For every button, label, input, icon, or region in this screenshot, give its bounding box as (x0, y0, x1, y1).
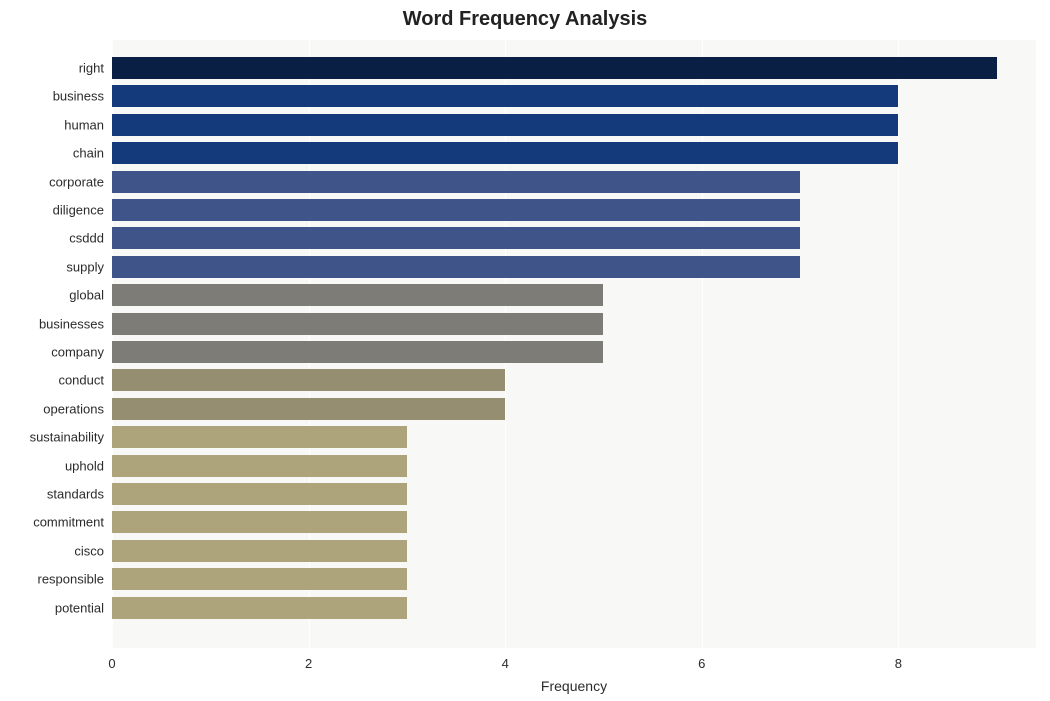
y-tick-label: responsible (38, 572, 105, 587)
y-tick-label: operations (43, 401, 104, 416)
y-tick-label: business (53, 89, 104, 104)
bar (112, 398, 505, 420)
bar (112, 341, 603, 363)
y-tick-label: human (64, 117, 104, 132)
bar-row (112, 568, 1036, 590)
y-tick-label: diligence (53, 203, 104, 218)
y-tick-label: cisco (74, 543, 104, 558)
bar (112, 114, 898, 136)
bar-row (112, 284, 1036, 306)
bar-row (112, 426, 1036, 448)
bar-row (112, 199, 1036, 221)
bars-layer (112, 40, 1036, 648)
x-tick-label: 2 (305, 656, 312, 671)
y-tick-label: corporate (49, 174, 104, 189)
chart-title: Word Frequency Analysis (0, 8, 1050, 31)
bar-row (112, 398, 1036, 420)
bar-row (112, 313, 1036, 335)
bar (112, 369, 505, 391)
bar-row (112, 85, 1036, 107)
x-tick-label: 0 (108, 656, 115, 671)
bar-row (112, 455, 1036, 477)
bar (112, 199, 800, 221)
x-tick-label: 8 (895, 656, 902, 671)
y-tick-label: csddd (69, 231, 104, 246)
y-tick-label: chain (73, 146, 104, 161)
y-tick-label: sustainability (30, 430, 104, 445)
y-tick-label: global (69, 288, 104, 303)
bar (112, 171, 800, 193)
bar-row (112, 511, 1036, 533)
bar (112, 540, 407, 562)
bar-row (112, 483, 1036, 505)
bar-row (112, 142, 1036, 164)
bar-row (112, 256, 1036, 278)
bar (112, 57, 997, 79)
x-tick-label: 4 (502, 656, 509, 671)
y-tick-label: businesses (39, 316, 104, 331)
bar (112, 597, 407, 619)
bar (112, 142, 898, 164)
bar (112, 284, 603, 306)
y-tick-label: standards (47, 487, 104, 502)
y-tick-label: uphold (65, 458, 104, 473)
bar-row (112, 57, 1036, 79)
y-tick-label: conduct (58, 373, 104, 388)
bar (112, 426, 407, 448)
bar (112, 313, 603, 335)
bar (112, 256, 800, 278)
bar (112, 568, 407, 590)
bar (112, 227, 800, 249)
bar-row (112, 597, 1036, 619)
y-tick-label: potential (55, 600, 104, 615)
y-tick-label: company (51, 345, 104, 360)
bar-row (112, 227, 1036, 249)
bar-row (112, 540, 1036, 562)
bar (112, 511, 407, 533)
y-tick-label: right (79, 61, 104, 76)
bar-row (112, 171, 1036, 193)
bar-row (112, 341, 1036, 363)
bar-row (112, 114, 1036, 136)
y-tick-label: commitment (33, 515, 104, 530)
word-frequency-chart: Word Frequency Analysis right business hum… (0, 0, 1050, 701)
x-tick-label: 6 (698, 656, 705, 671)
bar (112, 85, 898, 107)
bar (112, 483, 407, 505)
bar-row (112, 369, 1036, 391)
y-tick-label: supply (66, 259, 104, 274)
plot-area (112, 40, 1036, 648)
bar (112, 455, 407, 477)
x-axis-title: Frequency (112, 678, 1036, 694)
